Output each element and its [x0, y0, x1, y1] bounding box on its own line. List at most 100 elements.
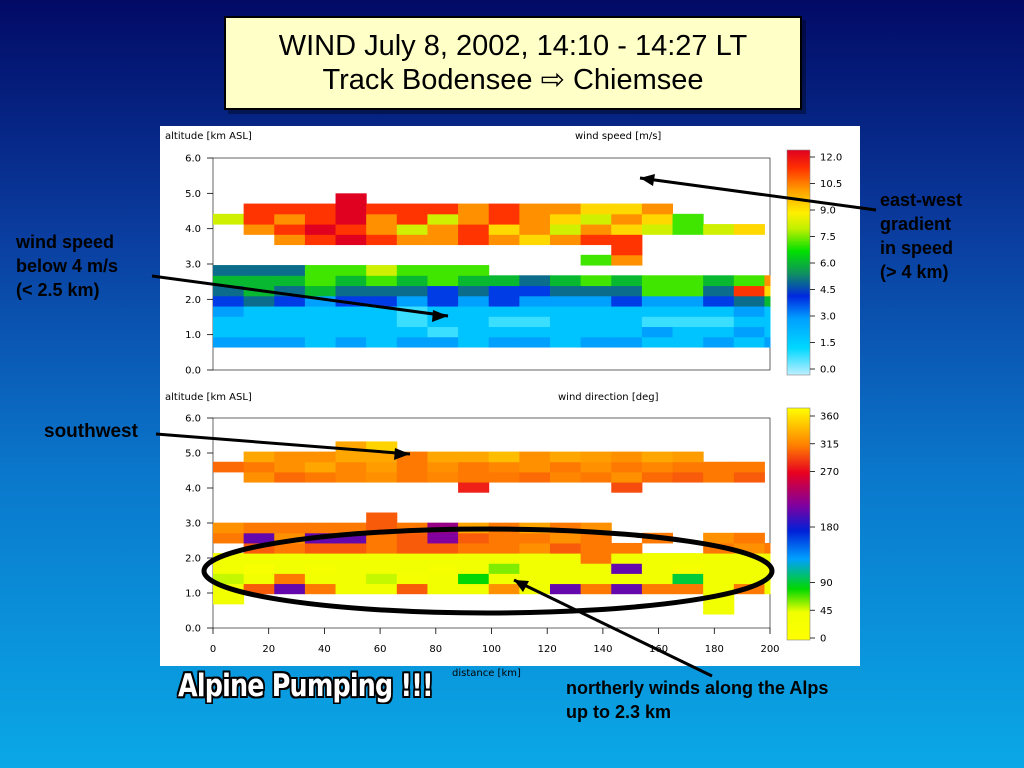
heatmap-cell — [519, 316, 551, 328]
heatmap-cell — [764, 316, 771, 328]
heatmap-cell — [611, 234, 643, 246]
heatmap-cell — [458, 471, 490, 483]
heatmap-cell — [519, 573, 551, 585]
heatmap-cell — [519, 461, 551, 473]
heatmap-cell — [549, 336, 582, 348]
heatmap-cell — [458, 573, 490, 585]
heatmap-cell — [243, 265, 275, 276]
heatmap-cell — [304, 461, 337, 473]
speed-panel: altitude [km ASL] wind speed [m/s] 0.0 1.… — [165, 131, 842, 377]
heatmap-cell — [488, 295, 520, 307]
heatmap-cell — [274, 224, 306, 235]
speed-colorbar — [786, 149, 811, 376]
heatmap-cell — [213, 461, 245, 473]
heatmap-cell — [488, 583, 520, 595]
heatmap-cell — [764, 583, 771, 595]
ann-low-line3: (< 2.5 km) — [16, 280, 100, 300]
y-tick-label: 0.0 — [185, 624, 201, 635]
heatmap-cell — [519, 326, 551, 338]
heatmap-cell — [488, 532, 520, 544]
heatmap-cell — [366, 295, 398, 307]
heatmap-cell — [243, 573, 275, 585]
heatmap-cell — [458, 326, 490, 338]
heatmap-cell — [458, 482, 490, 493]
heatmap-cell — [488, 451, 520, 463]
heatmap-cell — [580, 542, 612, 554]
heatmap-cell — [641, 471, 674, 483]
speed-ylabel: altitude [km ASL] — [165, 131, 252, 142]
heatmap-cell — [611, 553, 643, 564]
heatmap-cell — [672, 573, 704, 585]
heatmap-cell — [396, 451, 428, 463]
heatmap-cell — [488, 542, 520, 554]
heatmap-cell — [580, 316, 612, 328]
heatmap-cell — [213, 265, 245, 276]
heatmap-cell — [641, 326, 674, 338]
heatmap-cell — [335, 522, 367, 534]
heatmap-cell — [335, 265, 367, 276]
heatmap-cell — [549, 461, 582, 473]
heatmap-cell — [274, 522, 306, 534]
heatmap-cell — [549, 522, 582, 534]
heatmap-cell — [304, 316, 337, 328]
heatmap-cell — [274, 583, 306, 595]
heatmap-cell — [274, 326, 306, 338]
heatmap-cell — [274, 532, 306, 544]
x-tick-label: 20 — [262, 644, 275, 655]
heatmap-cell — [703, 542, 735, 554]
heatmap-cell — [672, 583, 704, 595]
x-tick-label: 60 — [374, 644, 387, 655]
heatmap-cell — [213, 326, 245, 338]
ann-ew-line1: east-west — [880, 190, 963, 210]
heatmap-cell — [243, 461, 275, 473]
colorbar-tick-label: 6.0 — [820, 259, 836, 270]
heatmap-cell — [304, 265, 337, 276]
heatmap-cell — [304, 336, 337, 348]
heatmap-cell — [304, 295, 337, 307]
heatmap-cell — [274, 336, 306, 348]
distance-axis-label: distance [km] — [452, 668, 521, 679]
heatmap-cell — [274, 573, 306, 585]
heatmap-cell — [304, 583, 337, 595]
heatmap-cell — [672, 336, 704, 348]
heatmap-cell — [764, 295, 771, 307]
heatmap-cell — [641, 461, 674, 473]
heatmap-cell — [733, 224, 765, 235]
heatmap-cell — [243, 203, 275, 215]
heatmap-cell — [703, 593, 735, 605]
heatmap-cell — [396, 326, 428, 338]
colorbar-tick-label: 270 — [820, 467, 839, 478]
heatmap-cell — [519, 542, 551, 554]
heatmap-cell — [641, 224, 674, 235]
heatmap-cell — [458, 265, 490, 276]
heatmap-cell — [427, 316, 459, 328]
heatmap-cell — [243, 275, 275, 287]
heatmap-cell — [703, 285, 735, 297]
heatmap-cell — [611, 471, 643, 483]
heatmap-cell — [641, 275, 674, 287]
heatmap-cell — [243, 213, 275, 225]
heatmap-cell — [213, 583, 245, 595]
heatmap-cell — [458, 213, 490, 225]
heatmap-cell — [213, 306, 245, 317]
speed-colorbar-label: wind speed [m/s] — [575, 131, 661, 142]
x-tick-label: 80 — [429, 644, 442, 655]
heatmap-cell — [366, 285, 398, 297]
heatmap-cell — [366, 213, 398, 225]
heatmap-cell — [335, 285, 367, 297]
heatmap-cell — [458, 532, 490, 544]
heatmap-cell — [366, 461, 398, 473]
heatmap-cell — [488, 461, 520, 473]
heatmap-cell — [611, 573, 643, 585]
heatmap-cell — [733, 461, 765, 473]
heatmap-cell — [703, 583, 735, 595]
heatmap-cell — [366, 306, 398, 317]
heatmap-cell — [519, 583, 551, 595]
heatmap-cell — [764, 542, 771, 554]
y-tick-label: 0.0 — [185, 366, 201, 377]
heatmap-cell — [427, 532, 459, 544]
heatmap-cell — [641, 336, 674, 348]
y-tick-label: 6.0 — [185, 154, 201, 165]
heatmap-cell — [488, 285, 520, 297]
heatmap-cell — [335, 203, 367, 215]
